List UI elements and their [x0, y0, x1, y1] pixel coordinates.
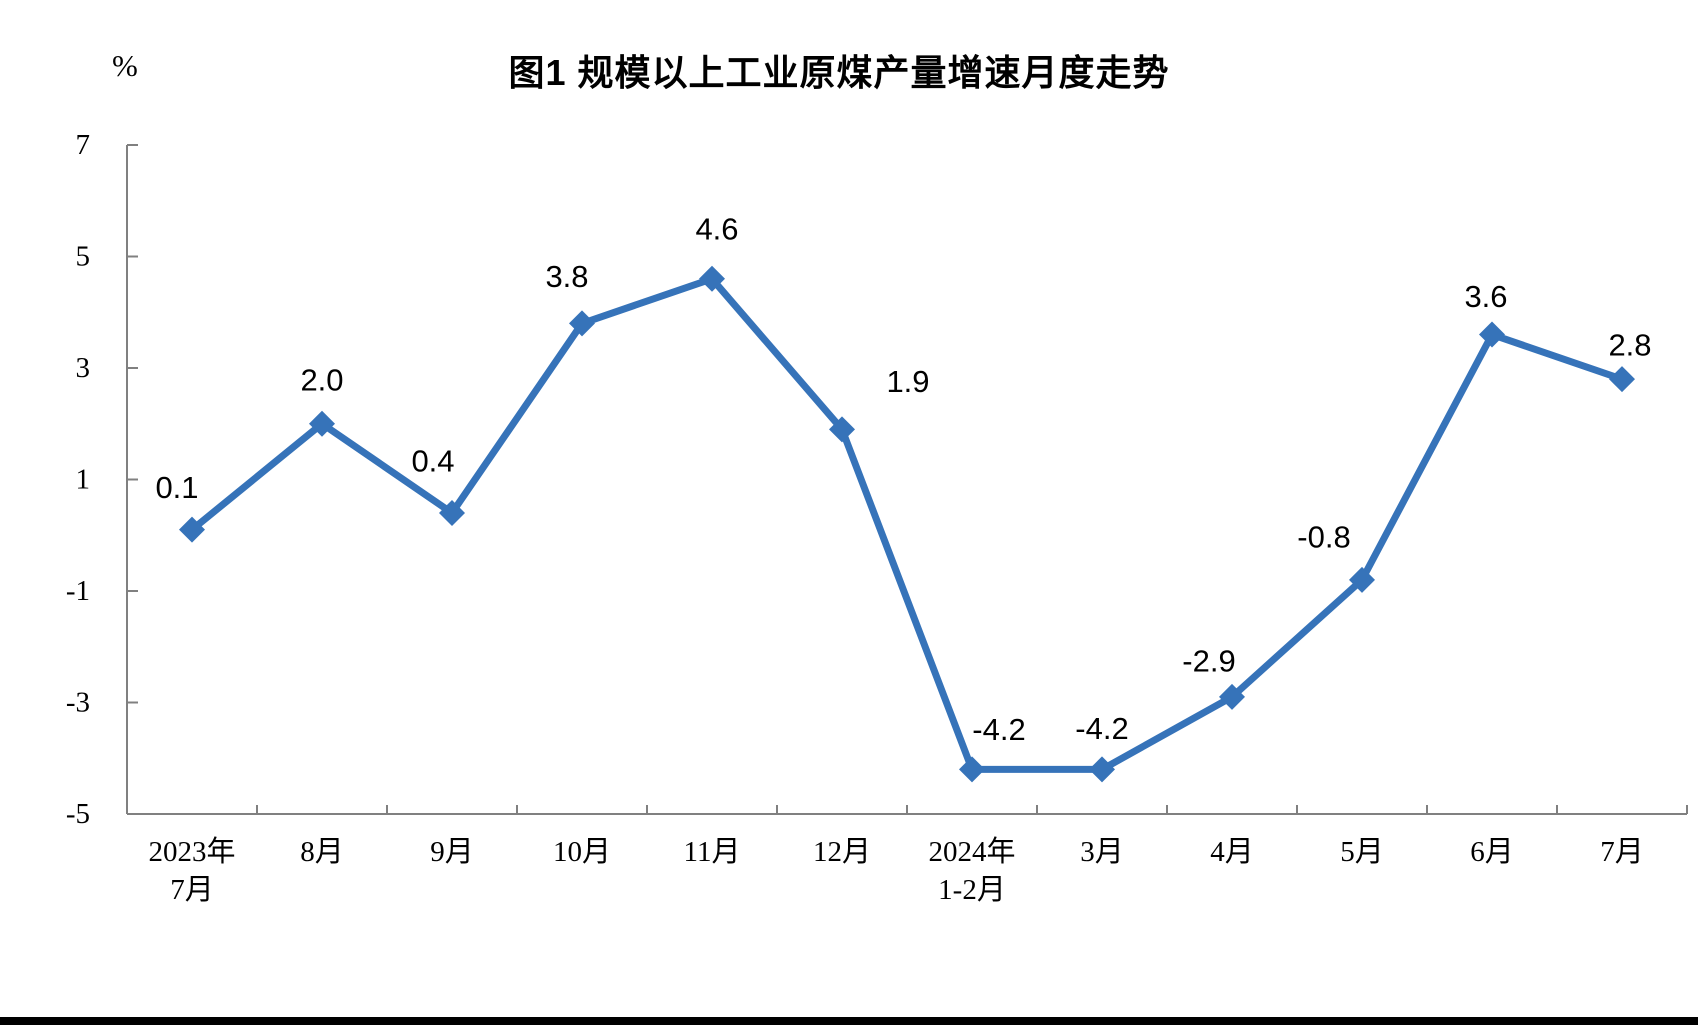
y-axis-tick-label: 3: [76, 352, 91, 384]
data-point-label: -2.9: [1182, 643, 1235, 678]
chart-title: 图1 规模以上工业原煤产量增速月度走势: [508, 52, 1170, 93]
data-point-label: 3.8: [545, 259, 588, 294]
y-axis-tick-label: 1: [76, 464, 91, 496]
y-axis-tick-label: -5: [66, 798, 90, 830]
data-point-marker: [439, 499, 465, 526]
data-point-label: 0.4: [411, 443, 454, 478]
data-point-marker: [959, 756, 985, 783]
x-axis-tick-label: 7月: [1600, 836, 1644, 868]
data-point-marker: [1219, 683, 1245, 710]
y-axis-unit-label: %: [112, 48, 138, 83]
series-line: [188, 275, 1626, 773]
data-point-label: -4.2: [1075, 711, 1128, 746]
x-axis-tick-label: 6月: [1470, 836, 1514, 868]
x-axis-tick-label: 3月: [1080, 836, 1124, 868]
x-axis-tick-label: 2024年 1-2月: [928, 835, 1015, 906]
x-axis-tick-label: 11月: [684, 836, 741, 868]
data-point-label: 4.6: [695, 211, 738, 246]
bottom-edge: [0, 1017, 1698, 1025]
data-point-label: -4.2: [972, 712, 1025, 747]
x-axis-tick-label: 9月: [430, 836, 474, 868]
x-axis-tick-label: 5月: [1340, 836, 1384, 868]
data-point-marker: [1609, 366, 1635, 393]
data-point-label: 2.0: [300, 362, 343, 397]
data-point-marker: [1349, 566, 1375, 593]
y-axis-tick-label: 7: [76, 129, 91, 161]
x-axis-tick-label: 12月: [813, 836, 871, 868]
data-point-marker: [699, 265, 725, 292]
data-point-marker: [1089, 756, 1115, 783]
data-point-label: 2.8: [1608, 328, 1651, 363]
y-axis-tick-label: 5: [76, 241, 91, 273]
data-point-label: 1.9: [886, 364, 929, 399]
x-axis-tick-label: 8月: [300, 836, 344, 868]
data-point-label: 0.1: [155, 470, 198, 505]
data-point-label: 3.6: [1464, 279, 1507, 314]
data-point-marker: [1479, 321, 1505, 348]
x-axis-tick-label: 4月: [1210, 836, 1254, 868]
data-point-marker: [309, 410, 335, 437]
y-axis-tick-label: -1: [66, 575, 90, 607]
data-point-marker: [569, 310, 595, 337]
data-point-marker: [179, 516, 205, 543]
data-point-marker: [829, 416, 855, 443]
x-axis-tick-label: 10月: [553, 836, 611, 868]
y-axis-tick-label: -3: [66, 687, 90, 719]
data-point-label: -0.8: [1297, 519, 1350, 554]
x-axis-tick-label: 2023年 7月: [148, 835, 235, 906]
